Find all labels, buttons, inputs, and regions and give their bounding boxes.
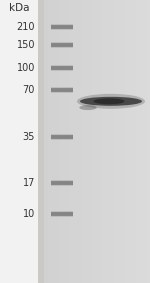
Text: 35: 35 [23, 132, 35, 142]
FancyBboxPatch shape [51, 211, 73, 215]
FancyBboxPatch shape [51, 136, 73, 140]
FancyBboxPatch shape [51, 87, 73, 91]
FancyBboxPatch shape [51, 89, 73, 93]
Text: 10: 10 [23, 209, 35, 219]
FancyBboxPatch shape [51, 182, 73, 186]
FancyBboxPatch shape [51, 43, 73, 47]
Ellipse shape [80, 97, 142, 106]
Ellipse shape [93, 98, 124, 104]
FancyBboxPatch shape [51, 180, 73, 185]
FancyBboxPatch shape [51, 181, 73, 185]
FancyBboxPatch shape [51, 42, 73, 46]
FancyBboxPatch shape [0, 0, 38, 283]
FancyBboxPatch shape [51, 67, 73, 70]
FancyBboxPatch shape [51, 26, 73, 30]
FancyBboxPatch shape [38, 0, 44, 283]
FancyBboxPatch shape [51, 212, 73, 216]
FancyBboxPatch shape [51, 213, 73, 217]
FancyBboxPatch shape [51, 88, 73, 92]
FancyBboxPatch shape [51, 134, 73, 138]
Ellipse shape [77, 94, 145, 109]
Text: 150: 150 [16, 40, 35, 50]
Text: 70: 70 [23, 85, 35, 95]
FancyBboxPatch shape [51, 25, 73, 29]
Ellipse shape [79, 105, 97, 110]
FancyBboxPatch shape [51, 67, 73, 72]
FancyBboxPatch shape [51, 135, 73, 139]
Text: 100: 100 [17, 63, 35, 74]
FancyBboxPatch shape [51, 24, 73, 28]
Text: 210: 210 [16, 22, 35, 32]
FancyBboxPatch shape [51, 44, 73, 48]
FancyBboxPatch shape [51, 65, 73, 70]
Text: 17: 17 [23, 178, 35, 188]
Text: kDa: kDa [9, 3, 29, 14]
